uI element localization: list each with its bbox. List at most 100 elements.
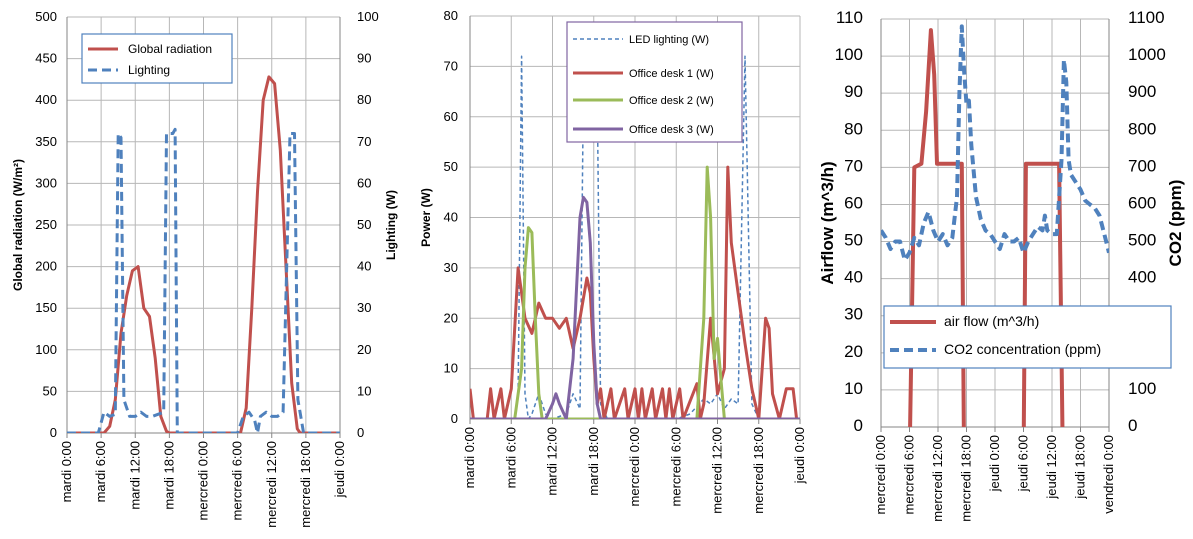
y-tick-label: 110 xyxy=(836,8,863,27)
legend-label: LED lighting (W) xyxy=(629,34,709,46)
y-tick-label: 150 xyxy=(35,300,57,315)
y-tick-label: 80 xyxy=(444,8,458,23)
y2-tick-label: 700 xyxy=(1128,156,1156,175)
x-tick-label: mercredi 18:00 xyxy=(298,441,313,528)
y-tick-label: 60 xyxy=(444,109,458,124)
x-tick-label: jeudi 0:00 xyxy=(987,435,1002,492)
y2-tick-label: 0 xyxy=(1128,416,1137,435)
x-tick-label: mardi 12:00 xyxy=(545,427,560,496)
x-tick-label: jeudi 18:00 xyxy=(1073,435,1088,500)
y-tick-label: 50 xyxy=(43,383,57,398)
y-tick-label: 80 xyxy=(844,119,863,138)
y-tick-label: 300 xyxy=(35,175,57,190)
y-tick-label: 350 xyxy=(35,134,57,149)
x-tick-label: mardi 18:00 xyxy=(161,441,176,510)
y2-tick-label: 1000 xyxy=(1128,45,1166,64)
series-line-2 xyxy=(881,24,1109,263)
legend-label: CO2 concentration (ppm) xyxy=(944,341,1101,357)
legend-box xyxy=(883,305,1172,369)
y-tick-label: 0 xyxy=(854,416,863,435)
y2-axis-label: CO2 (ppm) xyxy=(1166,180,1185,267)
y-axis-label: Power (W) xyxy=(419,188,433,247)
y2-tick-label: 50 xyxy=(357,217,371,232)
y-tick-label: 10 xyxy=(444,361,458,376)
x-tick-label: mardi 18:00 xyxy=(586,427,601,496)
y2-tick-label: 90 xyxy=(357,51,371,66)
chart-3: 0 10 20 30 40 50 60 70 80 90 100 110 mercredi 0:00 me… xyxy=(818,8,1185,522)
series-line-2 xyxy=(470,165,800,419)
legend-label: air flow (m^3/h) xyxy=(944,313,1039,329)
x-tick-label: mercredi 0:00 xyxy=(196,441,211,520)
y-tick-label: 40 xyxy=(844,268,863,287)
y-tick-label: 0 xyxy=(50,425,57,440)
x-tick-label: mercredi 18:00 xyxy=(751,427,766,514)
y2-tick-label: 20 xyxy=(357,342,371,357)
x-tick-label: mercredi 12:00 xyxy=(264,441,279,528)
x-tick-label: mardi 0:00 xyxy=(59,441,74,502)
y-tick-label: 30 xyxy=(844,305,863,324)
series-group xyxy=(881,24,1109,427)
chart-2: 0 10 20 30 40 50 60 70 80 mardi 0:00 mardi 6:00 mar… xyxy=(419,8,807,514)
legend-label: Global radiation xyxy=(128,42,212,56)
legend-box xyxy=(81,33,233,84)
series-group xyxy=(67,75,340,433)
x-tick-label: mercredi 6:00 xyxy=(668,427,683,506)
y-tick-label: 100 xyxy=(35,342,57,357)
y-tick-label: 60 xyxy=(844,193,863,212)
x-tick-label: jeudi 0:00 xyxy=(332,441,347,498)
y-tick-label: 90 xyxy=(844,82,863,101)
series-line-3 xyxy=(470,165,800,419)
x-tick-label: mercredi 18:00 xyxy=(959,435,974,522)
y2-tick-label: 80 xyxy=(357,92,371,107)
y-tick-label: 100 xyxy=(835,45,863,64)
y-tick-label: 450 xyxy=(35,51,57,66)
y-tick-label: 10 xyxy=(844,379,863,398)
series-line-2 xyxy=(67,127,340,433)
series-line-1 xyxy=(908,28,1065,427)
y2-tick-label: 0 xyxy=(357,425,364,440)
x-tick-label: mercredi 0:00 xyxy=(873,435,888,514)
y-tick-label: 250 xyxy=(35,217,57,232)
y-tick-label: 70 xyxy=(444,58,458,73)
y-axis-label: Global radiation (W/m²) xyxy=(11,159,25,291)
x-tick-label: mardi 6:00 xyxy=(93,441,108,502)
x-tick-label: mardi 0:00 xyxy=(462,427,477,488)
y2-tick-label: 60 xyxy=(357,175,371,190)
x-tick-label: vendredi 0:00 xyxy=(1101,435,1116,514)
y-tick-label: 50 xyxy=(444,159,458,174)
x-tick-label: mardi 6:00 xyxy=(503,427,518,488)
x-tick-label: mercredi 6:00 xyxy=(902,435,917,514)
y-tick-label: 50 xyxy=(844,231,863,250)
y2-tick-label: 70 xyxy=(357,134,371,149)
y-tick-label: 40 xyxy=(444,210,458,225)
x-tick-label: mercredi 12:00 xyxy=(710,427,725,514)
x-tick-label: mercredi 12:00 xyxy=(930,435,945,522)
legend-label: Office desk 1 (W) xyxy=(629,68,714,80)
y2-tick-label: 10 xyxy=(357,383,371,398)
x-tick-label: mercredi 0:00 xyxy=(627,427,642,506)
series-line-4 xyxy=(470,195,800,419)
y2-axis-label: Lighting (W) xyxy=(384,190,398,260)
x-tick-label: mercredi 6:00 xyxy=(230,441,245,520)
y2-tick-label: 1100 xyxy=(1128,8,1165,27)
y-tick-label: 400 xyxy=(35,92,57,107)
y2-tick-label: 100 xyxy=(1128,379,1156,398)
y-tick-label: 0 xyxy=(451,411,458,426)
x-tick-label: jeudi 0:00 xyxy=(792,427,807,484)
y2-tick-label: 500 xyxy=(1128,231,1156,250)
y2-tick-label: 40 xyxy=(357,259,371,274)
y2-tick-label: 30 xyxy=(357,300,371,315)
y2-tick-label: 900 xyxy=(1128,82,1156,101)
x-tick-label: jeudi 12:00 xyxy=(1044,435,1059,500)
y-tick-label: 20 xyxy=(444,310,458,325)
y-tick-label: 200 xyxy=(35,259,57,274)
legend-box xyxy=(566,21,743,143)
legend-label: Office desk 3 (W) xyxy=(629,124,714,136)
y-tick-label: 70 xyxy=(844,156,863,175)
y-tick-label: 30 xyxy=(444,260,458,275)
legend-label: Lighting xyxy=(128,63,170,77)
x-tick-label: jeudi 6:00 xyxy=(1016,435,1031,492)
